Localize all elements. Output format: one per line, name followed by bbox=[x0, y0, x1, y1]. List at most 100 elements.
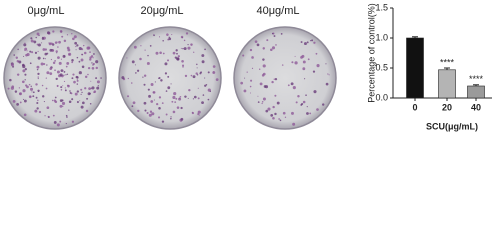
colony bbox=[271, 46, 276, 50]
colony bbox=[306, 41, 309, 44]
colony bbox=[64, 89, 67, 92]
colony bbox=[46, 64, 48, 66]
colony bbox=[36, 32, 40, 36]
colony bbox=[159, 51, 162, 55]
colony bbox=[58, 61, 62, 65]
colony bbox=[140, 45, 142, 47]
colony bbox=[36, 107, 39, 110]
colony bbox=[24, 73, 27, 76]
colony bbox=[249, 85, 252, 88]
colony bbox=[272, 105, 275, 109]
colony bbox=[193, 95, 197, 99]
colony bbox=[181, 64, 185, 67]
colony bbox=[197, 87, 199, 89]
colony bbox=[183, 47, 187, 51]
colony bbox=[172, 51, 176, 55]
error-bar bbox=[444, 67, 450, 70]
colony bbox=[78, 60, 81, 63]
colony bbox=[187, 46, 191, 50]
colony bbox=[93, 53, 95, 55]
colony bbox=[78, 71, 82, 75]
colony bbox=[71, 58, 74, 62]
colony bbox=[87, 66, 91, 70]
colony bbox=[14, 90, 18, 93]
colony bbox=[262, 72, 266, 76]
colony bbox=[249, 48, 253, 52]
colony bbox=[35, 36, 37, 39]
colony bbox=[95, 77, 98, 80]
colony bbox=[23, 99, 27, 103]
colony bbox=[32, 91, 35, 94]
colony bbox=[274, 112, 277, 116]
x-tick-label: 40 bbox=[471, 102, 481, 112]
colony bbox=[297, 95, 300, 98]
colony bbox=[165, 90, 168, 92]
colony bbox=[176, 57, 180, 61]
y-tick-label: 1.5 bbox=[375, 2, 388, 12]
colony bbox=[66, 46, 70, 50]
colony bbox=[85, 109, 89, 113]
colony bbox=[45, 77, 47, 79]
colony bbox=[66, 84, 69, 87]
colony bbox=[28, 83, 31, 86]
colony bbox=[144, 49, 146, 51]
colony bbox=[146, 61, 150, 65]
colony bbox=[151, 112, 155, 116]
colony bbox=[35, 96, 38, 99]
error-bar bbox=[473, 84, 479, 86]
colony bbox=[262, 58, 265, 61]
colony bbox=[262, 97, 266, 101]
colony bbox=[57, 56, 60, 60]
colony bbox=[204, 48, 206, 51]
colony bbox=[134, 64, 136, 66]
colony bbox=[192, 75, 196, 79]
colony bbox=[132, 101, 136, 105]
colony bbox=[28, 95, 32, 99]
colony bbox=[74, 41, 78, 45]
colony bbox=[65, 114, 68, 117]
colony bbox=[49, 72, 53, 76]
colony bbox=[84, 75, 88, 79]
colony bbox=[242, 54, 245, 57]
colony bbox=[306, 106, 308, 108]
colony bbox=[167, 86, 171, 90]
colony bbox=[191, 112, 195, 115]
colony bbox=[48, 42, 52, 46]
colony bbox=[72, 37, 75, 41]
colony bbox=[136, 69, 140, 72]
colony bbox=[66, 34, 69, 36]
colony bbox=[61, 69, 64, 72]
colony bbox=[266, 39, 269, 42]
colony bbox=[162, 39, 164, 42]
colony bbox=[142, 76, 144, 78]
colony bbox=[325, 82, 329, 86]
colony bbox=[68, 109, 70, 111]
colony bbox=[65, 122, 67, 125]
colony bbox=[196, 67, 198, 69]
colony bbox=[24, 49, 26, 52]
colony bbox=[37, 76, 39, 78]
colony bbox=[246, 71, 248, 73]
colony bbox=[34, 109, 38, 113]
colony bbox=[36, 68, 39, 71]
colony bbox=[197, 110, 201, 114]
colony bbox=[16, 73, 20, 76]
colony bbox=[10, 86, 14, 90]
colony bbox=[24, 79, 26, 81]
colony bbox=[46, 71, 50, 75]
colony bbox=[282, 111, 286, 115]
colony bbox=[292, 86, 296, 90]
colony bbox=[195, 72, 198, 75]
colony bbox=[80, 88, 83, 91]
colony bbox=[204, 84, 207, 87]
colony bbox=[86, 97, 89, 100]
colony bbox=[193, 51, 195, 53]
colony bbox=[279, 119, 282, 122]
colony bbox=[79, 100, 81, 102]
colony bbox=[251, 67, 254, 69]
colony bbox=[155, 51, 159, 55]
colony bbox=[66, 73, 69, 75]
colony bbox=[55, 50, 58, 53]
colony bbox=[149, 45, 152, 47]
colony bbox=[61, 35, 64, 38]
